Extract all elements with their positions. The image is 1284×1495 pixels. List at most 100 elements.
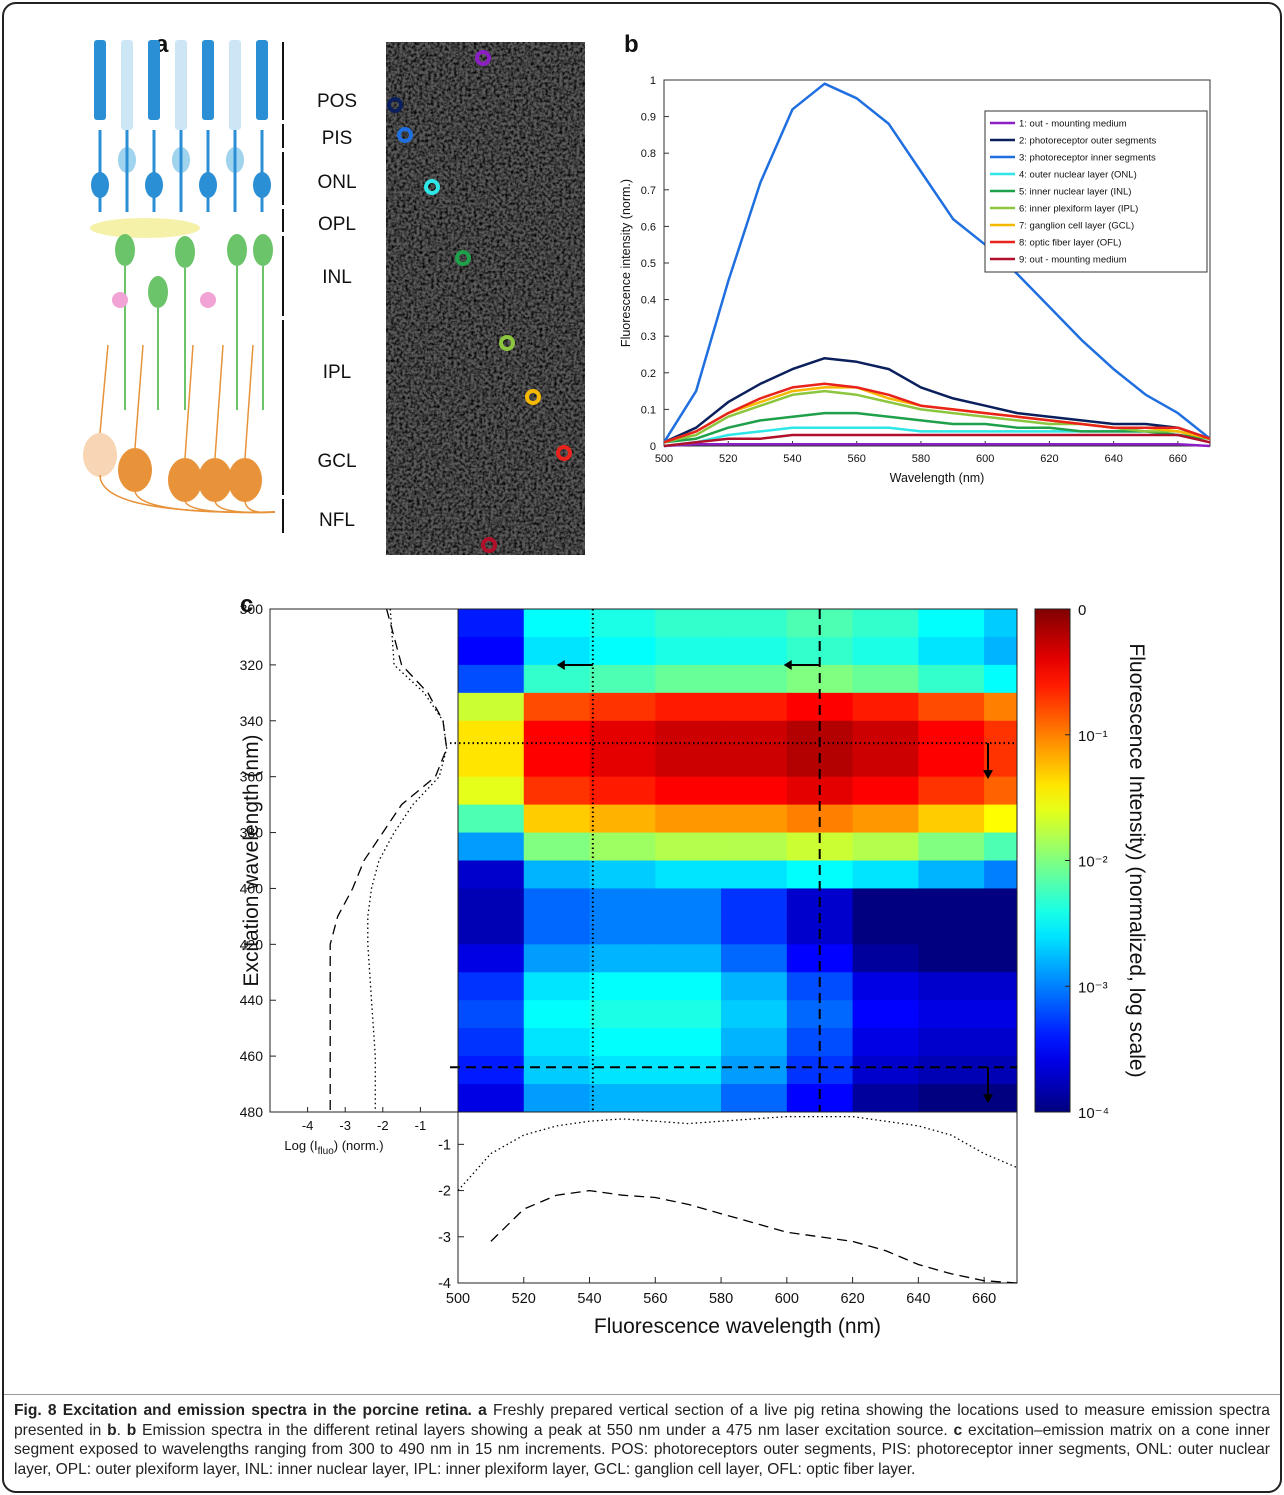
series-line bbox=[662, 82, 1211, 443]
heatmap-cell bbox=[458, 748, 525, 778]
heatmap-cell bbox=[589, 720, 656, 750]
x-tick-label: 500 bbox=[446, 1291, 470, 1307]
x-tick-label: 660 bbox=[1169, 453, 1187, 465]
y-tick-label: -2 bbox=[438, 1184, 451, 1200]
legend-box bbox=[984, 110, 1208, 273]
heatmap-cell bbox=[458, 944, 525, 973]
heatmap-cell bbox=[852, 664, 919, 694]
photoreceptor bbox=[175, 40, 187, 130]
caption-text: b bbox=[126, 1421, 137, 1439]
heatmap-cell bbox=[458, 636, 525, 666]
profile-frame bbox=[269, 608, 459, 1113]
heatmap-cell bbox=[918, 832, 985, 861]
dendrite bbox=[134, 344, 144, 449]
layer-label: GCL bbox=[317, 451, 356, 472]
heatmap-cell bbox=[523, 944, 591, 973]
heatmap-cell bbox=[523, 664, 591, 694]
heatmap-cell bbox=[918, 972, 985, 1001]
x-tick-label: 580 bbox=[709, 1291, 733, 1307]
y-tick-label: 340 bbox=[240, 713, 264, 729]
series-line bbox=[663, 433, 1211, 448]
legend-label: 4: outer nuclear layer (ONL) bbox=[1019, 170, 1137, 181]
heatmap-cell bbox=[721, 1056, 788, 1085]
heatmap-cell bbox=[589, 1000, 656, 1029]
caption-text: c bbox=[953, 1421, 963, 1439]
legend-label: 9: out - mounting medium bbox=[1019, 255, 1127, 266]
heatmap-cell bbox=[918, 944, 985, 973]
colorbar-tick-label: 10⁻³ bbox=[1078, 979, 1108, 996]
micrograph-texture bbox=[386, 42, 585, 555]
x-tick-label: 520 bbox=[719, 453, 737, 465]
heatmap-cell bbox=[852, 748, 919, 778]
panel-label: b bbox=[624, 31, 639, 58]
caption-text: . bbox=[116, 1421, 127, 1439]
heatmap-cell bbox=[655, 972, 722, 1001]
heatmap-cell bbox=[523, 636, 591, 666]
heatmap-cell bbox=[655, 776, 722, 806]
heatmap-cell bbox=[523, 888, 591, 917]
legend-label: 2: photoreceptor outer segments bbox=[1019, 136, 1157, 147]
y-tick-label: 0.6 bbox=[641, 221, 656, 233]
ganglion-cell bbox=[198, 458, 232, 502]
heatmap-cell bbox=[589, 692, 656, 722]
colorbar bbox=[1034, 608, 1071, 1113]
layer-label: IPL bbox=[323, 362, 352, 383]
dendrite bbox=[99, 344, 109, 434]
heatmap-cell bbox=[984, 664, 1018, 694]
y-tick-label: 0.8 bbox=[641, 148, 656, 160]
heatmap-cell bbox=[523, 1084, 591, 1113]
x-tick-label: 640 bbox=[906, 1291, 930, 1307]
x-tick-label: 520 bbox=[512, 1291, 536, 1307]
legend-label: 8: optic fiber layer (OFL) bbox=[1019, 238, 1121, 249]
heatmap-cell bbox=[721, 860, 788, 889]
heatmap-cell bbox=[655, 748, 722, 778]
legend-label: 5: inner nuclear layer (INL) bbox=[1019, 187, 1131, 198]
photoreceptor bbox=[94, 40, 106, 120]
point-marker bbox=[499, 335, 515, 351]
heatmap-cell bbox=[984, 944, 1018, 973]
point-marker bbox=[481, 537, 497, 553]
heatmap-cell bbox=[589, 1084, 656, 1113]
heatmap-cell bbox=[852, 972, 919, 1001]
heatmap-cell bbox=[721, 1028, 788, 1057]
panel-label: c bbox=[240, 591, 253, 618]
heatmap-cell bbox=[655, 1028, 722, 1057]
y-tick-label: 0 bbox=[650, 441, 656, 453]
heatmap-cell bbox=[918, 860, 985, 889]
heatmap-cell bbox=[523, 804, 591, 834]
heatmap-cell bbox=[852, 804, 919, 834]
heatmap-cell bbox=[918, 888, 985, 917]
layer-label: NFL bbox=[319, 510, 355, 531]
heatmap-cell bbox=[655, 636, 722, 666]
y-tick-label: 360 bbox=[240, 769, 264, 785]
heatmap-cell bbox=[523, 720, 591, 750]
ganglion-cell bbox=[228, 458, 262, 502]
bipolar-cell bbox=[148, 276, 168, 308]
heatmap-cell bbox=[721, 1084, 788, 1113]
x-axis-label-part: Log (I bbox=[284, 1138, 317, 1153]
profile-line bbox=[490, 1189, 1018, 1284]
y-tick-label: 480 bbox=[240, 1104, 264, 1120]
legend-label: 3: photoreceptor inner segments bbox=[1019, 153, 1156, 164]
heatmap-cell bbox=[589, 804, 656, 834]
heatmap-cell bbox=[721, 776, 788, 806]
series-line bbox=[663, 411, 1211, 444]
x-tick-label: 560 bbox=[643, 1291, 667, 1307]
heatmap-cell bbox=[523, 916, 591, 945]
heatmap-cell bbox=[984, 636, 1018, 666]
colorbar-tick-label: 10⁻¹ bbox=[1078, 728, 1108, 745]
legend-label: 6: inner plexiform layer (IPL) bbox=[1019, 204, 1138, 215]
caption-text: excitation–emission matrix on a cone inn… bbox=[14, 1421, 1270, 1478]
photoreceptor bbox=[202, 40, 214, 120]
y-tick-label: 1 bbox=[650, 75, 656, 87]
nerve-fiber bbox=[244, 499, 276, 514]
y-tick-label: 400 bbox=[240, 880, 264, 896]
heatmap-cell bbox=[918, 1056, 985, 1085]
point-marker bbox=[397, 127, 413, 143]
y-tick-label: 0.1 bbox=[641, 404, 656, 416]
heatmap-cell bbox=[852, 609, 919, 638]
ganglion-cell bbox=[168, 458, 202, 502]
colorbar-tick-label: 10⁻² bbox=[1078, 854, 1108, 871]
x-axis-label: Fluorescence wavelength (nm) bbox=[594, 1315, 881, 1338]
